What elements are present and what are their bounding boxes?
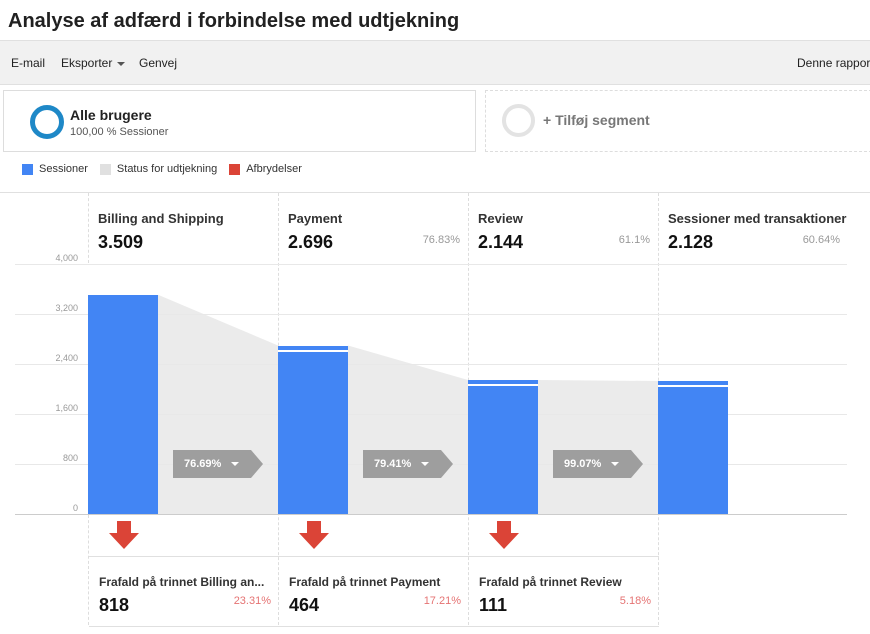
stage-name: Billing and Shipping: [98, 211, 224, 226]
dropoff-percent: 17.21%: [423, 595, 461, 607]
dropoff-value: 464: [289, 595, 320, 615]
session-bar-payment[interactable]: [278, 345, 348, 514]
stage-value: 3.509: [98, 232, 144, 252]
stage-value: 2.144: [478, 232, 524, 252]
dropoff-arrow-icon[interactable]: [489, 521, 519, 549]
funnel-flow-band: [158, 294, 278, 514]
y-tick-label: 3,200: [55, 303, 78, 313]
stage-percent: 60.64%: [802, 234, 840, 246]
stage-value: 2.696: [288, 232, 334, 252]
segment-name: Alle brugere: [70, 107, 152, 123]
stage-name: Payment: [288, 211, 343, 226]
legend-label: Afbrydelser: [246, 163, 302, 175]
chevron-down-icon: [421, 462, 429, 466]
funnel-flow-band: [348, 345, 468, 514]
gridline: [15, 414, 847, 415]
legend-swatch-sessions: [22, 163, 33, 175]
dropoff-name: Frafald på trinnet Billing an...: [99, 575, 265, 589]
export-label: Eksporter: [61, 56, 113, 70]
gridline: [15, 364, 847, 365]
stage-name: Sessioner med transaktioner: [668, 211, 847, 226]
dropoff-card-payment[interactable]: Frafald på trinnet Payment 464 17.21%: [279, 556, 469, 627]
report-toolbar: E-mail Eksporter Genvej Denne rapport: [0, 40, 870, 85]
dropoff-card-billing[interactable]: Frafald på trinnet Billing an... 818 23.…: [89, 556, 279, 627]
chevron-down-icon: [117, 61, 126, 66]
legend-swatch-status: [99, 163, 111, 175]
baseline: [15, 514, 847, 515]
dropoff-card-review[interactable]: Frafald på trinnet Review 111 5.18%: [469, 556, 659, 627]
legend-abandonments: Afbrydelser: [229, 163, 302, 175]
stage-percent: 76.83%: [422, 234, 460, 246]
conversion-rate-label: 99.07%: [564, 458, 602, 470]
y-tick-label: 1,600: [55, 403, 78, 413]
legend-label: Sessioner: [39, 163, 88, 175]
legend-swatch-abandon: [229, 163, 241, 175]
page-title: Analyse af adfærd i forbindelse med udtj…: [8, 10, 460, 32]
dropoff-value: 818: [99, 595, 130, 615]
stage-value: 2.128: [668, 232, 714, 252]
column-divider: [88, 193, 89, 263]
export-menu[interactable]: Eksporter: [61, 56, 126, 70]
dropoff-percent: 23.31%: [233, 595, 271, 607]
segment-all-users[interactable]: Alle brugere 100,00 % Sessioner: [3, 90, 476, 152]
conversion-arrow-tip: [631, 450, 643, 478]
conversion-rate-label: 76.69%: [184, 458, 222, 470]
empty-segment-icon: [502, 104, 535, 137]
this-report-menu[interactable]: Denne rapport: [797, 56, 870, 70]
legend-checkout-status: Status for udtjekning: [99, 163, 218, 175]
funnel-flow-band: [538, 380, 658, 514]
dropoff-arrow-icon[interactable]: [109, 521, 139, 549]
dropoff-arrow-icon[interactable]: [299, 521, 329, 549]
shortcut-button[interactable]: Genvej: [139, 56, 178, 70]
legend-sessions: Sessioner: [22, 163, 88, 175]
dropoff-value: 111: [479, 595, 508, 615]
stage-percent: 61.1%: [618, 234, 650, 246]
conversion-arrow-tip: [251, 450, 263, 478]
segment-ring-icon: [30, 105, 64, 139]
stage-name: Review: [478, 211, 523, 226]
email-button[interactable]: E-mail: [11, 56, 46, 70]
dropoff-name: Frafald på trinnet Review: [479, 575, 622, 589]
segment-sessions: 100,00 % Sessioner: [70, 126, 169, 138]
session-bar-billing[interactable]: [88, 294, 158, 514]
column-divider: [88, 515, 89, 625]
y-tick-label: 0: [72, 503, 78, 513]
gridline: [15, 264, 847, 265]
dropoff-name: Frafald på trinnet Payment: [289, 575, 441, 589]
conversion-arrow-tip: [441, 450, 453, 478]
divider: [0, 192, 870, 193]
bar-segment-line: [278, 349, 348, 352]
y-tick-label: 4,000: [55, 253, 78, 263]
legend-label: Status for udtjekning: [116, 163, 218, 175]
chevron-down-icon: [231, 462, 239, 466]
add-segment-label: + Tilføj segment: [543, 112, 650, 128]
dropoff-percent: 5.18%: [619, 595, 651, 607]
add-segment-button[interactable]: + Tilføj segment: [485, 90, 870, 152]
chart-legend: Sessioner Status for udtjekning Afbrydel…: [22, 163, 302, 175]
session-bar-review[interactable]: [468, 380, 538, 514]
chevron-down-icon: [611, 462, 619, 466]
gridline: [15, 314, 847, 315]
bar-segment-line: [658, 385, 728, 387]
y-tick-label: 800: [62, 453, 78, 463]
session-bar-transactions[interactable]: [658, 381, 728, 514]
y-tick-label: 2,400: [55, 353, 78, 363]
conversion-rate-label: 79.41%: [374, 458, 412, 470]
bar-segment-line: [468, 384, 538, 386]
